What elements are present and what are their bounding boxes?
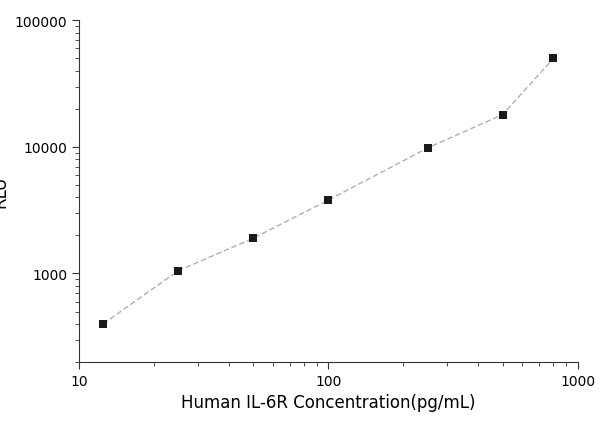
Point <box>249 235 258 242</box>
Point <box>498 112 508 119</box>
X-axis label: Human IL-6R Concentration(pg/mL): Human IL-6R Concentration(pg/mL) <box>181 393 475 412</box>
Y-axis label: RLU: RLU <box>0 176 9 208</box>
Point <box>423 145 432 152</box>
Point <box>548 56 558 63</box>
Point <box>98 321 108 328</box>
Point <box>323 197 333 204</box>
Point <box>173 268 183 275</box>
